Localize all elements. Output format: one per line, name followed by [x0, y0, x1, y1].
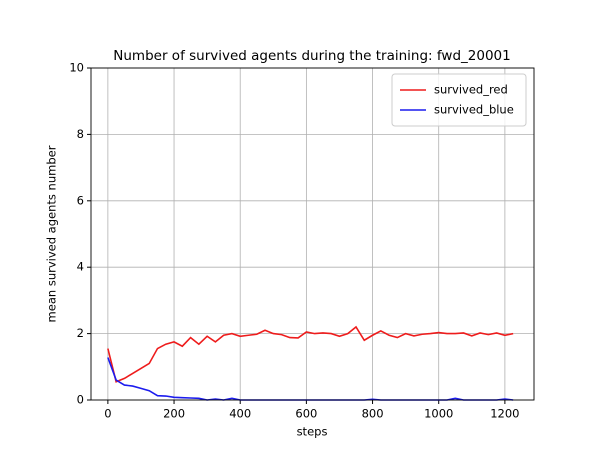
legend-label: survived_red [434, 83, 508, 97]
data-line [107, 325, 514, 383]
y-tick-label: 2 [77, 326, 84, 340]
legend-label: survived_blue [434, 103, 514, 117]
y-tick-label: 4 [77, 260, 84, 274]
x-tick-label: 1000 [424, 407, 453, 421]
x-tick-label: 600 [295, 407, 317, 421]
y-tick-label: 0 [77, 393, 84, 407]
x-tick-label: 400 [229, 407, 251, 421]
legend-box [391, 73, 527, 127]
x-axis-label: steps [297, 425, 328, 439]
x-tick-label: 0 [104, 407, 111, 421]
x-tick-label: 1200 [490, 407, 519, 421]
y-tick-label: 6 [77, 193, 84, 207]
x-tick-label: 200 [163, 407, 185, 421]
data-line [107, 357, 514, 401]
plot-frame [90, 67, 535, 401]
chart-title: Number of survived agents during the tra… [113, 48, 510, 64]
y-axis-label: mean survived agents number [45, 145, 59, 322]
y-tick-label: 10 [69, 61, 84, 75]
y-tick-label: 8 [77, 127, 84, 141]
x-tick-label: 800 [362, 407, 384, 421]
